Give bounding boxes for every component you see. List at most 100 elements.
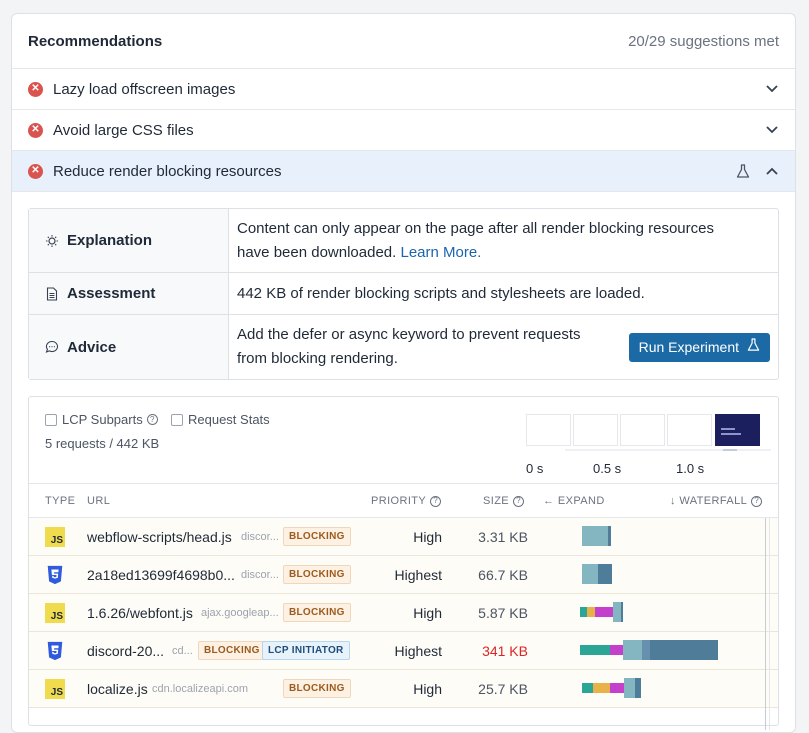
assessment-key: Assessment [29, 273, 229, 314]
help-icon[interactable]: ? [430, 495, 442, 507]
file-domain: cdn.localizeapi.com [152, 683, 248, 695]
col-url: URL [87, 495, 111, 507]
assessment-label: Assessment [67, 285, 156, 302]
table-row[interactable]: 2a18ed13699f4698b0... discor... BLOCKING… [29, 556, 778, 594]
help-icon[interactable]: ? [146, 414, 158, 425]
explanation-row: Explanation Content can only appear on t… [29, 209, 778, 273]
filmstrip-frame-rendered[interactable] [715, 414, 760, 446]
recommendation-label: Lazy load offscreen images [53, 80, 236, 98]
panel-header: Recommendations 20/29 suggestions met [12, 14, 795, 69]
size: 66.7 KB [478, 567, 528, 583]
assessment-row: Assessment 442 KB of render blocking scr… [29, 273, 778, 315]
file-domain: discor... [241, 569, 279, 581]
waterfall-bar [650, 640, 718, 660]
help-icon[interactable]: ? [513, 495, 525, 507]
priority: Highest [394, 643, 442, 659]
chevron-up-icon[interactable] [765, 164, 779, 178]
checkbox-box[interactable] [171, 413, 183, 426]
advice-text-1: Add the defer or async keyword to preven… [237, 326, 581, 343]
col-waterfall[interactable]: ↓ WATERFALL? [670, 495, 763, 507]
waterfall-bar [587, 607, 595, 617]
filmstrip-frame[interactable] [667, 414, 712, 446]
file-name: 2a18ed13699f4698b0... [87, 567, 235, 583]
waterfall-bar [582, 683, 593, 693]
error-icon: ✕ [28, 122, 43, 138]
checkbox-box[interactable] [45, 413, 57, 426]
table-row[interactable]: JS localize.js cdn.localizeapi.com BLOCK… [29, 670, 778, 708]
filmstrip-frame[interactable] [526, 414, 571, 446]
lcp-initiator-badge: LCP INITIATOR [262, 641, 350, 660]
panel-title: Recommendations [28, 32, 163, 50]
col-priority-label: PRIORITY [371, 495, 427, 507]
filmstrip-frame[interactable] [573, 414, 618, 446]
waterfall-bar [623, 640, 642, 660]
file-name: localize.js [87, 681, 148, 697]
size: 341 KB [482, 643, 528, 659]
document-icon [45, 286, 59, 301]
explanation-text-1: Content can only appear on the page afte… [237, 220, 714, 237]
request-stats-checkbox[interactable]: Request Stats [171, 412, 270, 427]
learn-more-link[interactable]: Learn More. [400, 244, 482, 261]
flask-icon [747, 335, 760, 359]
waterfall-bar [598, 564, 612, 584]
run-experiment-button[interactable]: Run Experiment [628, 332, 770, 362]
lightbulb-icon [45, 234, 59, 248]
waterfall-bar [595, 607, 613, 617]
advice-text-2: from blocking rendering. [237, 350, 398, 367]
chevron-down-icon[interactable] [765, 123, 779, 137]
request-waterfall: LCP Subparts ? Request Stats 5 requests … [28, 396, 779, 730]
timeline-label: 1.0 s [676, 461, 705, 476]
priority: High [413, 681, 442, 697]
css-icon [45, 641, 65, 661]
javascript-icon: JS [45, 527, 65, 547]
recommendation-lazy-load[interactable]: ✕ Lazy load offscreen images [12, 69, 795, 110]
priority: High [413, 529, 442, 545]
priority: Highest [394, 567, 442, 583]
explanation-text-2-wrap: have been downloaded. Learn More. [237, 241, 770, 265]
file-name: discord-20... [87, 643, 165, 659]
table-row[interactable]: discord-20... cd... BLOCKING LCP INITIAT… [29, 632, 778, 670]
lcp-subparts-label: LCP Subparts [62, 412, 143, 427]
explanation-value: Content can only appear on the page afte… [229, 209, 778, 272]
javascript-icon: JS [45, 603, 65, 623]
timeline-label: 0.5 s [593, 461, 622, 476]
explanation-text-2: have been downloaded. [237, 244, 397, 261]
col-priority[interactable]: PRIORITY? [371, 495, 442, 507]
col-size-label: SIZE [483, 495, 510, 507]
blocking-badge: BLOCKING [283, 679, 351, 698]
request-stats-label: Request Stats [188, 412, 270, 427]
filmstrip-progress-marker [723, 449, 737, 451]
request-summary: 5 requests / 442 KB [45, 436, 160, 451]
recommendation-render-blocking[interactable]: ✕ Reduce render blocking resources [12, 151, 795, 192]
suggestions-met: 20/29 suggestions met [628, 32, 779, 50]
table-row[interactable]: JS 1.6.26/webfont.js ajax.googleap... BL… [29, 594, 778, 632]
expand-button[interactable]: ← EXPAND [543, 495, 605, 507]
waterfall-bar [582, 526, 608, 546]
explanation-label: Explanation [67, 232, 153, 249]
blocking-badge: BLOCKING [283, 603, 351, 622]
col-size[interactable]: SIZE? [483, 495, 525, 507]
table-row[interactable]: JS webflow-scripts/head.js discor... BLO… [29, 518, 778, 556]
filmstrip-frame[interactable] [620, 414, 665, 446]
recommendations-panel: Recommendations 20/29 suggestions met ✕ … [11, 13, 796, 733]
advice-text: Add the defer or async keyword to preven… [237, 323, 619, 371]
file-name: 1.6.26/webfont.js [87, 605, 193, 621]
type-label: JS [45, 603, 65, 623]
flask-icon[interactable] [735, 163, 751, 179]
error-icon: ✕ [28, 81, 43, 97]
recommendation-detail: Explanation Content can only appear on t… [12, 192, 795, 380]
size: 25.7 KB [478, 681, 528, 697]
assessment-value: 442 KB of render blocking scripts and st… [237, 284, 645, 302]
recommendation-large-css[interactable]: ✕ Avoid large CSS files [12, 110, 795, 151]
help-icon[interactable]: ? [751, 495, 763, 507]
lcp-subparts-checkbox[interactable]: LCP Subparts ? [45, 412, 158, 427]
recommendation-label: Avoid large CSS files [53, 121, 194, 139]
file-name: webflow-scripts/head.js [87, 529, 232, 545]
waterfall-bar [613, 602, 621, 622]
chevron-down-icon[interactable] [765, 82, 779, 96]
col-type: TYPE [45, 495, 76, 507]
waterfall-bar [608, 526, 611, 546]
file-domain: discor... [241, 531, 279, 543]
column-headers: TYPE URL PRIORITY? SIZE? ← EXPAND ↓ WATE… [29, 484, 778, 518]
type-label: JS [45, 679, 65, 699]
